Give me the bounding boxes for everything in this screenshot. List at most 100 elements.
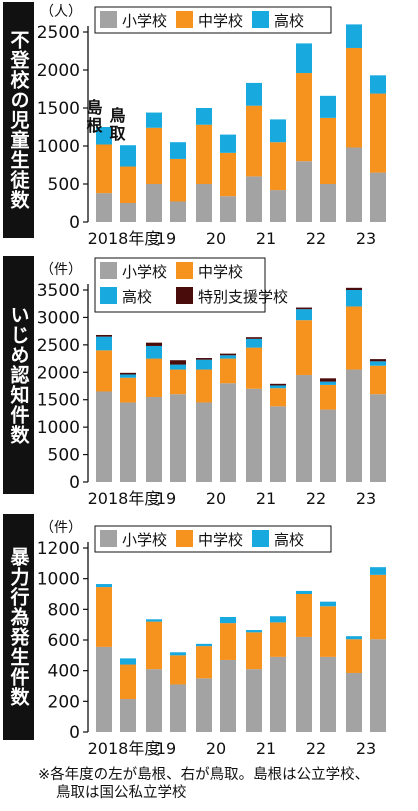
y-tick-label: 0 — [69, 213, 80, 233]
legend-swatch — [100, 530, 117, 547]
bar-tottori-4-2 — [320, 381, 336, 385]
bar-shimane-3-0 — [246, 176, 262, 222]
bar-shimane-0-2 — [96, 127, 112, 145]
y-tick-label: 500 — [48, 446, 80, 466]
y-tick-label: 500 — [48, 175, 80, 195]
y-tick-label: 1000 — [37, 418, 80, 438]
legend-swatch — [176, 262, 193, 279]
bar-tottori-2-2 — [220, 134, 236, 153]
legend-swatch — [252, 11, 269, 28]
panel-title-futoko: 不登校の児童生徒数 — [3, 2, 34, 238]
y-tick-label: 0 — [69, 723, 80, 743]
y-tick-label: 800 — [48, 600, 80, 620]
x-tick-label: 22 — [306, 229, 326, 248]
bar-shimane-5-1 — [346, 306, 362, 370]
bar-tottori-1-0 — [170, 201, 186, 222]
bar-tottori-5-2 — [370, 75, 386, 94]
legend-swatch — [100, 287, 117, 304]
y-tick-label: 1000 — [37, 570, 80, 590]
bar-tottori-3-0 — [270, 656, 286, 732]
bar-tottori-0-0 — [120, 203, 136, 222]
bar-tottori-3-1 — [270, 622, 286, 657]
legend-label: 中学校 — [198, 263, 243, 281]
bar-shimane-1-1 — [146, 358, 162, 397]
legend-label: 高校 — [274, 12, 304, 30]
bar-shimane-1-1 — [146, 127, 162, 184]
bar-tottori-4-3 — [320, 378, 336, 382]
x-tick-label: 22 — [306, 739, 326, 758]
bar-shimane-0-3 — [96, 334, 112, 337]
legend-label: 特別支援学校 — [198, 288, 288, 306]
bar-tottori-5-0 — [370, 172, 386, 222]
bar-shimane-2-2 — [196, 108, 212, 125]
legend-label: 中学校 — [198, 12, 243, 30]
bar-shimane-5-3 — [346, 287, 362, 290]
x-tick-label: 23 — [356, 739, 376, 758]
y-tick-label: 600 — [48, 631, 80, 651]
legend-swatch — [100, 11, 117, 28]
bar-tottori-1-2 — [170, 364, 186, 370]
bar-tottori-0-0 — [120, 402, 136, 482]
region-label-tottori: 鳥取 — [107, 106, 126, 143]
bar-tottori-1-2 — [170, 652, 186, 656]
bar-shimane-1-1 — [146, 621, 162, 670]
bar-shimane-4-1 — [296, 320, 312, 376]
y-tick-label: 2500 — [37, 23, 80, 43]
bar-shimane-0-2 — [96, 584, 112, 588]
legend-swatch — [252, 530, 269, 547]
bar-tottori-2-1 — [220, 623, 236, 660]
bar-shimane-3-1 — [246, 347, 262, 389]
bar-shimane-2-1 — [196, 369, 212, 403]
bar-shimane-0-0 — [96, 646, 112, 732]
bar-shimane-3-2 — [246, 82, 262, 106]
bar-tottori-4-1 — [320, 117, 336, 184]
x-tick-label: 2018年度 — [88, 489, 161, 508]
unit-label: （人） — [40, 4, 82, 20]
bar-tottori-3-1 — [270, 388, 286, 407]
bar-tottori-0-2 — [120, 374, 136, 378]
bar-shimane-1-0 — [146, 669, 162, 732]
x-tick-label: 20 — [206, 739, 226, 758]
bar-tottori-5-2 — [370, 567, 386, 575]
y-tick-label: 400 — [48, 662, 80, 682]
unit-label: （件） — [40, 520, 82, 536]
bar-tottori-3-3 — [270, 383, 286, 386]
x-tick-label: 20 — [206, 489, 226, 508]
bar-tottori-4-1 — [320, 384, 336, 410]
legend-label: 小学校 — [122, 263, 167, 281]
bar-tottori-3-2 — [270, 119, 286, 143]
bar-tottori-5-0 — [370, 639, 386, 732]
legend: 小学校 中学校 高校 — [94, 525, 332, 553]
y-tick-label: 0 — [69, 473, 80, 493]
bar-tottori-3-0 — [270, 406, 286, 482]
bar-tottori-5-1 — [370, 574, 386, 640]
bar-shimane-4-1 — [296, 73, 312, 162]
bar-tottori-1-3 — [170, 360, 186, 365]
bar-shimane-3-0 — [246, 388, 262, 482]
x-tick-label: 21 — [256, 489, 276, 508]
footnote-line-2: 鳥取は国公私立学校 — [56, 785, 187, 801]
bar-shimane-1-2 — [146, 345, 162, 359]
bar-tottori-4-0 — [320, 656, 336, 732]
bar-tottori-3-1 — [270, 142, 286, 191]
x-tick-label: 20 — [206, 229, 226, 248]
bar-shimane-1-0 — [146, 396, 162, 482]
bar-tottori-2-0 — [220, 383, 236, 482]
bar-tottori-2-0 — [220, 659, 236, 732]
bar-shimane-2-0 — [196, 184, 212, 222]
legend-label: 小学校 — [122, 531, 167, 549]
bar-tottori-0-0 — [120, 699, 136, 732]
bar-tottori-4-2 — [320, 95, 336, 118]
bar-tottori-1-2 — [170, 142, 186, 159]
bar-tottori-0-1 — [120, 377, 136, 403]
y-tick-label: 3000 — [37, 308, 80, 328]
bar-shimane-0-0 — [96, 391, 112, 482]
bar-tottori-1-1 — [170, 655, 186, 685]
bar-tottori-2-1 — [220, 358, 236, 384]
bar-shimane-3-3 — [246, 337, 262, 339]
legend-label: 高校 — [274, 531, 304, 549]
x-tick-label: 2018年度 — [88, 739, 161, 758]
bar-tottori-1-0 — [170, 394, 186, 482]
